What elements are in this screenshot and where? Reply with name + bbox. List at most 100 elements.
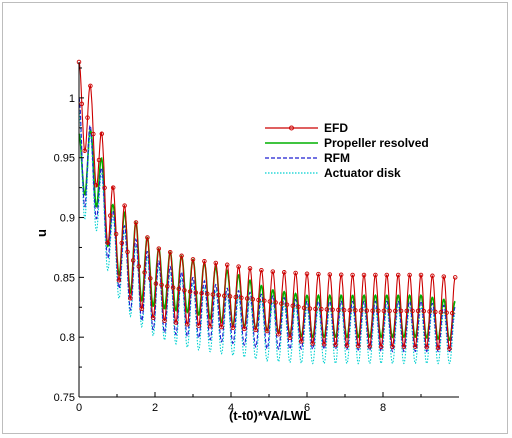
efd-marker — [210, 292, 216, 297]
efd-marker — [433, 309, 438, 315]
efd-marker — [378, 344, 384, 349]
efd-marker — [224, 262, 230, 268]
efd-marker — [310, 341, 315, 346]
efd-marker — [410, 308, 415, 314]
efd-marker — [361, 272, 367, 278]
legend-label-0: EFD — [324, 121, 348, 135]
efd-marker — [165, 284, 170, 289]
efd-marker — [393, 308, 398, 314]
efd-marker — [110, 185, 116, 190]
efd-marker — [173, 320, 179, 325]
efd-marker — [358, 308, 364, 313]
efd-marker — [193, 290, 199, 295]
efd-marker — [253, 327, 258, 333]
efd-marker — [196, 323, 201, 328]
efd-marker — [447, 346, 452, 351]
efd-marker — [421, 308, 427, 314]
efd-marker — [276, 331, 281, 337]
efd-marker — [222, 293, 227, 299]
efd-marker — [247, 266, 253, 271]
efd-marker — [262, 298, 267, 303]
y-tick-label: 0.85 — [54, 272, 75, 284]
efd-marker — [256, 297, 261, 303]
efd-marker — [364, 308, 370, 313]
efd-marker — [290, 303, 296, 309]
efd-marker — [293, 270, 298, 276]
series-line-1 — [78, 128, 456, 342]
efd-marker — [156, 246, 162, 251]
efd-marker — [438, 310, 444, 315]
efd-marker — [176, 286, 182, 292]
efd-marker — [244, 296, 250, 301]
efd-marker — [304, 271, 310, 277]
efd-marker — [356, 343, 361, 349]
efd-marker — [153, 281, 159, 286]
efd-marker — [270, 269, 276, 274]
efd-marker — [148, 276, 153, 281]
efd-marker — [227, 294, 233, 299]
efd-marker — [398, 308, 404, 314]
efd-marker — [267, 299, 273, 304]
efd-markers — [76, 59, 458, 351]
efd-marker — [387, 308, 392, 314]
efd-marker — [99, 131, 105, 137]
efd-marker — [96, 157, 102, 163]
efd-marker — [139, 306, 144, 312]
efd-marker — [93, 182, 99, 188]
efd-marker — [418, 272, 424, 278]
efd-marker — [79, 101, 85, 107]
efd-marker — [450, 310, 455, 316]
efd-marker — [284, 302, 290, 307]
efd-marker — [299, 339, 304, 344]
efd-marker — [179, 253, 184, 259]
efd-marker — [125, 249, 130, 255]
efd-marker — [404, 308, 410, 314]
efd-marker — [136, 264, 142, 269]
x-axis-title: (t-t0)*VA/LWL — [229, 408, 311, 423]
efd-marker — [321, 341, 327, 347]
efd-marker — [384, 272, 390, 278]
series-line-3 — [78, 109, 456, 365]
figure-frame — [2, 2, 508, 434]
y-tick-label: 0.9 — [60, 213, 75, 225]
x-tick-label: 8 — [380, 402, 386, 414]
efd-marker — [301, 305, 307, 311]
efd-marker — [350, 272, 355, 278]
efd-marker — [239, 295, 244, 301]
efd-marker — [370, 308, 375, 313]
efd-marker — [336, 307, 341, 313]
efd-marker — [130, 258, 136, 263]
efd-marker — [319, 306, 324, 312]
efd-marker — [216, 292, 221, 298]
y-tick-label: 1 — [69, 93, 75, 105]
efd-marker — [202, 258, 207, 264]
efd-marker — [316, 271, 321, 277]
y-tick-label: 0.8 — [60, 332, 75, 344]
efd-marker — [199, 291, 204, 296]
efd-marker — [122, 203, 127, 208]
efd-marker — [113, 231, 119, 237]
y-tick-label: 0.75 — [54, 392, 75, 404]
efd-marker — [381, 308, 387, 314]
efd-marker — [333, 342, 338, 348]
efd-marker — [390, 344, 395, 349]
efd-marker — [170, 285, 176, 290]
efd-marker — [347, 308, 353, 313]
efd-marker — [401, 344, 407, 349]
efd-marker — [413, 344, 418, 349]
efd-marker — [133, 220, 139, 225]
efd-marker — [82, 148, 87, 153]
efd-marker — [185, 322, 190, 327]
efd-marker — [341, 307, 347, 313]
efd-marker — [250, 297, 256, 302]
efd-marker — [427, 309, 432, 314]
efd-marker — [444, 310, 449, 315]
series-line-2 — [78, 97, 456, 353]
efd-marker — [187, 289, 193, 294]
series-line-0 — [78, 61, 456, 350]
efd-marker — [313, 306, 318, 312]
efd-marker — [307, 306, 313, 311]
efd-marker — [373, 272, 378, 278]
